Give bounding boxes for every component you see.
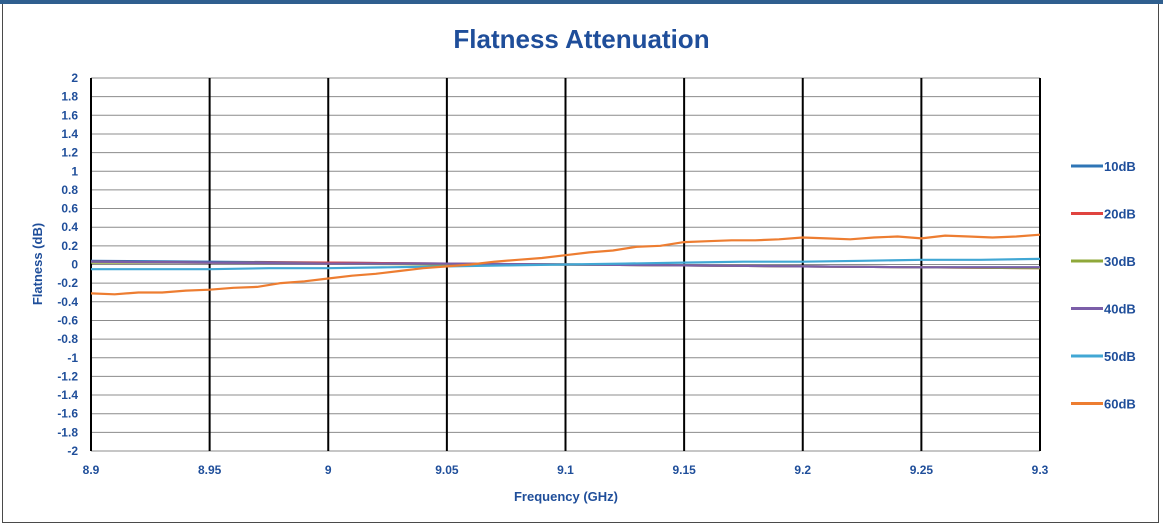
y-tick-label: -1.8 (57, 425, 78, 439)
legend-label-50dB: 50dB (1104, 349, 1136, 364)
y-tick-label: -0.8 (57, 332, 78, 346)
y-tick-label: 2 (71, 71, 78, 85)
x-tick-label: 9.2 (794, 463, 811, 477)
x-axis-label: Frequency (GHz) (514, 489, 618, 504)
legend-label-10dB: 10dB (1104, 159, 1136, 174)
y-tick-label: -0.2 (57, 276, 78, 290)
y-tick-label: 1.4 (61, 127, 78, 141)
x-tick-labels: 8.9 8.95 9 9.05 9.1 9.15 9.2 9.25 9.3 (83, 463, 1049, 477)
y-tick-label: -1.4 (57, 388, 78, 402)
x-tick-label: 9.25 (910, 463, 934, 477)
y-tick-label: 1.2 (61, 146, 78, 160)
y-tick-label: 1.8 (61, 90, 78, 104)
chart-title: Flatness Attenuation (453, 24, 710, 54)
x-tick-label: 9.1 (557, 463, 574, 477)
y-tick-label: 0 (71, 258, 78, 272)
x-tick-label: 9.3 (1032, 463, 1049, 477)
series-lines (90, 233, 1041, 296)
y-tick-label: 0.4 (61, 220, 78, 234)
x-tick-label: 8.95 (198, 463, 222, 477)
legend-label-20dB: 20dB (1104, 207, 1136, 222)
series-line-50dB (91, 257, 1041, 271)
x-tick-label: 9.15 (672, 463, 696, 477)
y-tick-label: -1.6 (57, 407, 78, 421)
y-tick-label: 0.6 (61, 202, 78, 216)
y-tick-label: 1 (71, 164, 78, 178)
y-axis-label: Flatness (dB) (30, 223, 45, 305)
series-line-60dB (90, 233, 1041, 296)
legend-label-60dB: 60dB (1104, 397, 1136, 412)
y-tick-label: 1.6 (61, 108, 78, 122)
legend-label-30dB: 30dB (1104, 254, 1136, 269)
y-tick-labels: 2 1.8 1.6 1.4 1.2 1 0.8 0.6 0.4 0.2 0 -0.2 -0.4 -0.6 -… (57, 71, 78, 458)
x-tick-label: 8.9 (83, 463, 100, 477)
legend-label-40dB: 40dB (1104, 302, 1136, 317)
y-tick-label: -2 (67, 444, 78, 458)
y-tick-label: 0.2 (61, 239, 78, 253)
x-tick-label: 9 (325, 463, 332, 477)
y-tick-label: -1.2 (57, 369, 78, 383)
y-tick-label: -1 (67, 351, 78, 365)
top-border (0, 0, 1163, 4)
y-tick-label: -0.6 (57, 313, 78, 327)
x-tick-label: 9.05 (435, 463, 459, 477)
y-tick-label: 0.8 (61, 183, 78, 197)
y-tick-label: -0.4 (57, 295, 78, 309)
legend: 10dB 20dB 30dB 40dB 50dB 60dB (1071, 159, 1136, 412)
